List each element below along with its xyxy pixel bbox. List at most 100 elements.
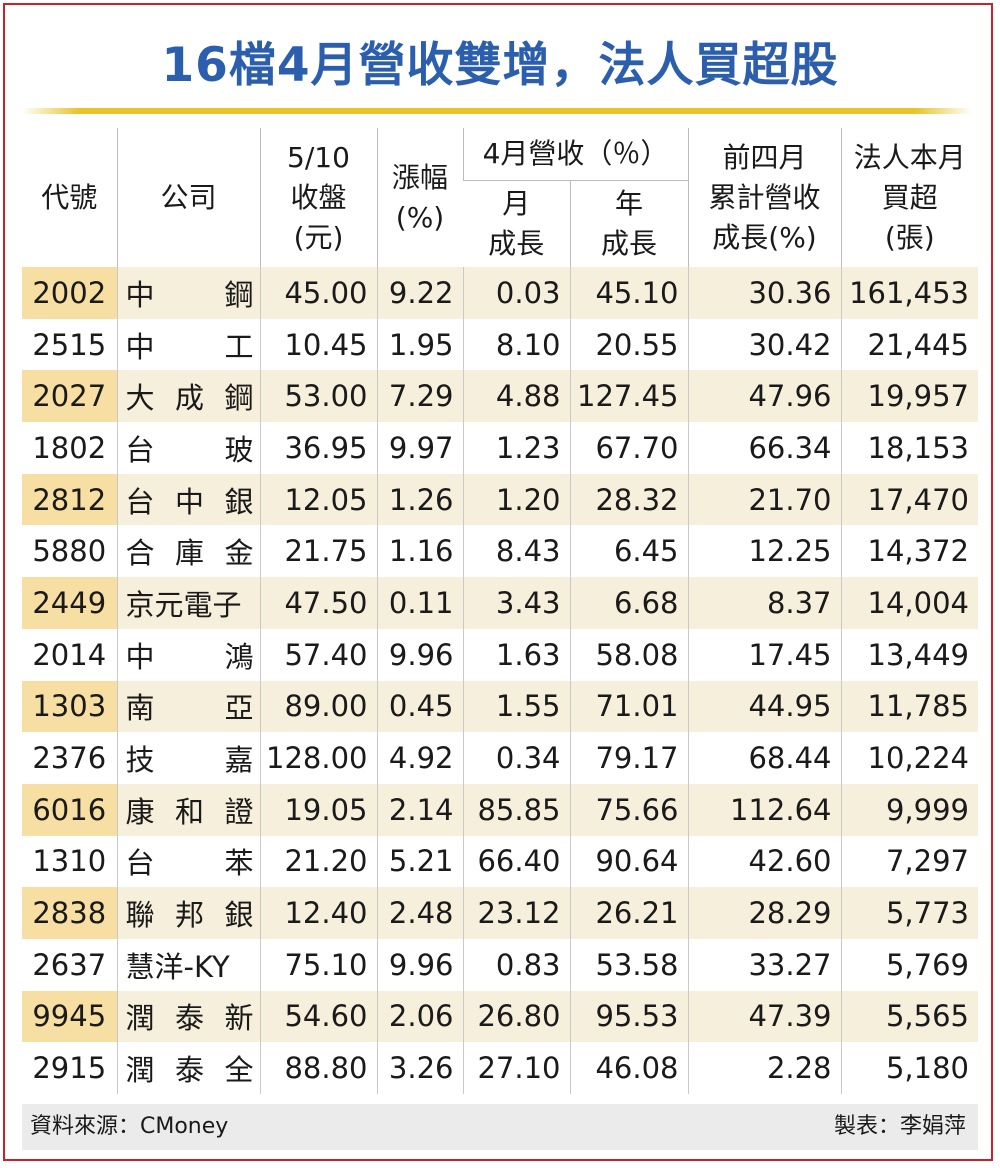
cell-code: 2515 xyxy=(32,327,107,362)
cell-code: 2915 xyxy=(32,1051,107,1086)
page-title: 16檔4月營收雙增，法人買超股 xyxy=(161,38,839,93)
cell-institutional: 14,372 xyxy=(840,525,979,578)
cell-mom: 26.80 xyxy=(462,990,570,1043)
cell-code: 2812 xyxy=(22,473,117,526)
company-char: 京元電子 xyxy=(125,587,242,622)
cell-yoy: 90.64 xyxy=(569,835,689,888)
cell-mom: 0.83 xyxy=(462,938,570,991)
cell-institutional: 14,004 xyxy=(840,577,979,629)
cell-mom: 27.10 xyxy=(462,1042,570,1094)
company-char: 泰 xyxy=(174,1053,204,1088)
footer-bar: 資料來源：CMoney 製表：李娟萍 xyxy=(22,1104,978,1150)
cell-yoy: 53.58 xyxy=(569,938,689,991)
company-char: 潤 xyxy=(125,1053,155,1088)
table-row: 2027 大成鋼 53.00 7.29 4.88 127.45 47.96 19,957 xyxy=(22,370,979,423)
cell-close: 53.00 xyxy=(259,370,377,423)
header-change: 漲幅 (%) xyxy=(376,128,463,267)
cell-company: 聯邦銀 xyxy=(116,887,260,939)
cell-code: 9945 xyxy=(22,990,117,1043)
cell-mom: 66.40 xyxy=(462,835,570,888)
cell-code: 1310 xyxy=(32,844,107,879)
cell-cumulative: 30.42 xyxy=(687,318,842,371)
cell-change: 0.11 xyxy=(376,577,463,629)
cell-close: 45.00 xyxy=(259,267,377,319)
cell-cumulative: 17.45 xyxy=(687,628,842,681)
company-char: 鋼 xyxy=(224,381,254,416)
cell-cumulative: 44.95 xyxy=(687,680,842,733)
table-row: 2449 京元電子 47.50 0.11 3.43 6.68 8.37 14,004 xyxy=(22,577,979,629)
table-row: 2812 台中銀 12.05 1.26 1.20 28.32 21.70 17,470 xyxy=(22,473,979,526)
cell-institutional: 7,297 xyxy=(840,835,979,888)
table-row: 2002 中鋼 45.00 9.22 0.03 45.10 30.36 161,453 xyxy=(22,267,979,319)
cell-code: 5880 xyxy=(32,534,107,569)
cell-yoy: 75.66 xyxy=(569,783,689,836)
cell-code: 1303 xyxy=(22,680,117,733)
cell-cumulative: 47.96 xyxy=(687,370,842,423)
company-char: 證 xyxy=(224,794,254,829)
cell-mom: 1.23 xyxy=(462,422,570,474)
source-note: 資料來源：CMoney xyxy=(30,1114,229,1139)
table-row: 1303 南亞 89.00 0.45 1.55 71.01 44.95 11,785 xyxy=(22,680,979,733)
cell-institutional: 5,180 xyxy=(840,1042,979,1094)
cell-cumulative: 66.34 xyxy=(687,422,842,474)
cell-company: 京元電子 xyxy=(116,577,260,629)
company-char: 銀 xyxy=(224,484,254,519)
company-char: 庫 xyxy=(174,536,204,571)
company-char: 鋼 xyxy=(224,277,254,312)
header-company: 公司 xyxy=(116,128,260,267)
cell-cumulative: 21.70 xyxy=(687,473,842,526)
cell-company: 康和證 xyxy=(116,783,260,836)
cell-mom: 1.20 xyxy=(462,473,570,526)
cell-close: 19.05 xyxy=(259,783,377,836)
table-row: 5880 合庫金 21.75 1.16 8.43 6.45 12.25 14,372 xyxy=(22,525,979,578)
header-cumulative: 前四月 累計營收 成長(%) xyxy=(687,128,842,267)
stock-table: 代號 公司 5/10 收盤 (元) 漲幅 (%) 4月營收（％） 前四月 累計營收 成長(… xyxy=(22,128,979,1094)
company-char: 康 xyxy=(125,794,155,829)
cell-change: 1.16 xyxy=(376,525,463,578)
table-row: 6016 康和證 19.05 2.14 85.85 75.66 112.64 9,999 xyxy=(22,783,979,836)
cell-yoy: 6.68 xyxy=(569,577,689,629)
cell-close: 75.10 xyxy=(259,938,377,991)
cell-close: 57.40 xyxy=(259,628,377,681)
cell-company: 技嘉 xyxy=(116,732,260,784)
cell-code: 2838 xyxy=(22,887,117,939)
cell-change: 2.48 xyxy=(376,887,463,939)
cell-close: 12.40 xyxy=(259,887,377,939)
cell-change: 2.06 xyxy=(376,990,463,1043)
company-char: 大 xyxy=(125,381,155,416)
cell-cumulative: 2.28 xyxy=(687,1042,842,1094)
cell-cumulative: 12.25 xyxy=(687,525,842,578)
company-char: 銀 xyxy=(224,898,254,933)
cell-institutional: 5,565 xyxy=(840,990,979,1043)
cell-cumulative: 47.39 xyxy=(687,990,842,1043)
cell-code: 2014 xyxy=(32,637,107,672)
company-char: 泰 xyxy=(174,1001,204,1036)
cell-yoy: 95.53 xyxy=(569,990,689,1043)
cell-institutional: 10,224 xyxy=(840,732,979,784)
table-row: 2838 聯邦銀 12.40 2.48 23.12 26.21 28.29 5,773 xyxy=(22,887,979,939)
company-char: 新 xyxy=(224,1001,254,1036)
cell-institutional: 5,769 xyxy=(840,938,979,991)
cell-mom: 3.43 xyxy=(462,577,570,629)
cell-yoy: 127.45 xyxy=(569,370,689,423)
cell-company: 中鋼 xyxy=(116,267,260,319)
cell-change: 9.96 xyxy=(376,628,463,681)
table-row: 2376 技嘉 128.00 4.92 0.34 79.17 68.44 10,224 xyxy=(22,732,979,784)
cell-cumulative: 68.44 xyxy=(687,732,842,784)
company-char: 台 xyxy=(125,846,155,881)
cell-change: 2.14 xyxy=(376,783,463,836)
cell-code: 2376 xyxy=(32,741,107,776)
company-char: 慧洋-KY xyxy=(125,949,230,984)
cell-institutional: 17,470 xyxy=(840,473,979,526)
cell-mom: 23.12 xyxy=(462,887,570,939)
cell-cumulative: 42.60 xyxy=(687,835,842,888)
table-row: 2515 中工 10.45 1.95 8.10 20.55 30.42 21,445 xyxy=(22,318,979,371)
cell-institutional: 11,785 xyxy=(840,680,979,733)
cell-yoy: 58.08 xyxy=(569,628,689,681)
company-char: 中 xyxy=(125,639,155,674)
header-institutional: 法人本月 買超 (張) xyxy=(840,128,979,267)
company-char: 合 xyxy=(125,536,155,571)
cell-close: 128.00 xyxy=(259,732,377,784)
header-code: 代號 xyxy=(41,180,98,214)
cell-change: 1.26 xyxy=(376,473,463,526)
